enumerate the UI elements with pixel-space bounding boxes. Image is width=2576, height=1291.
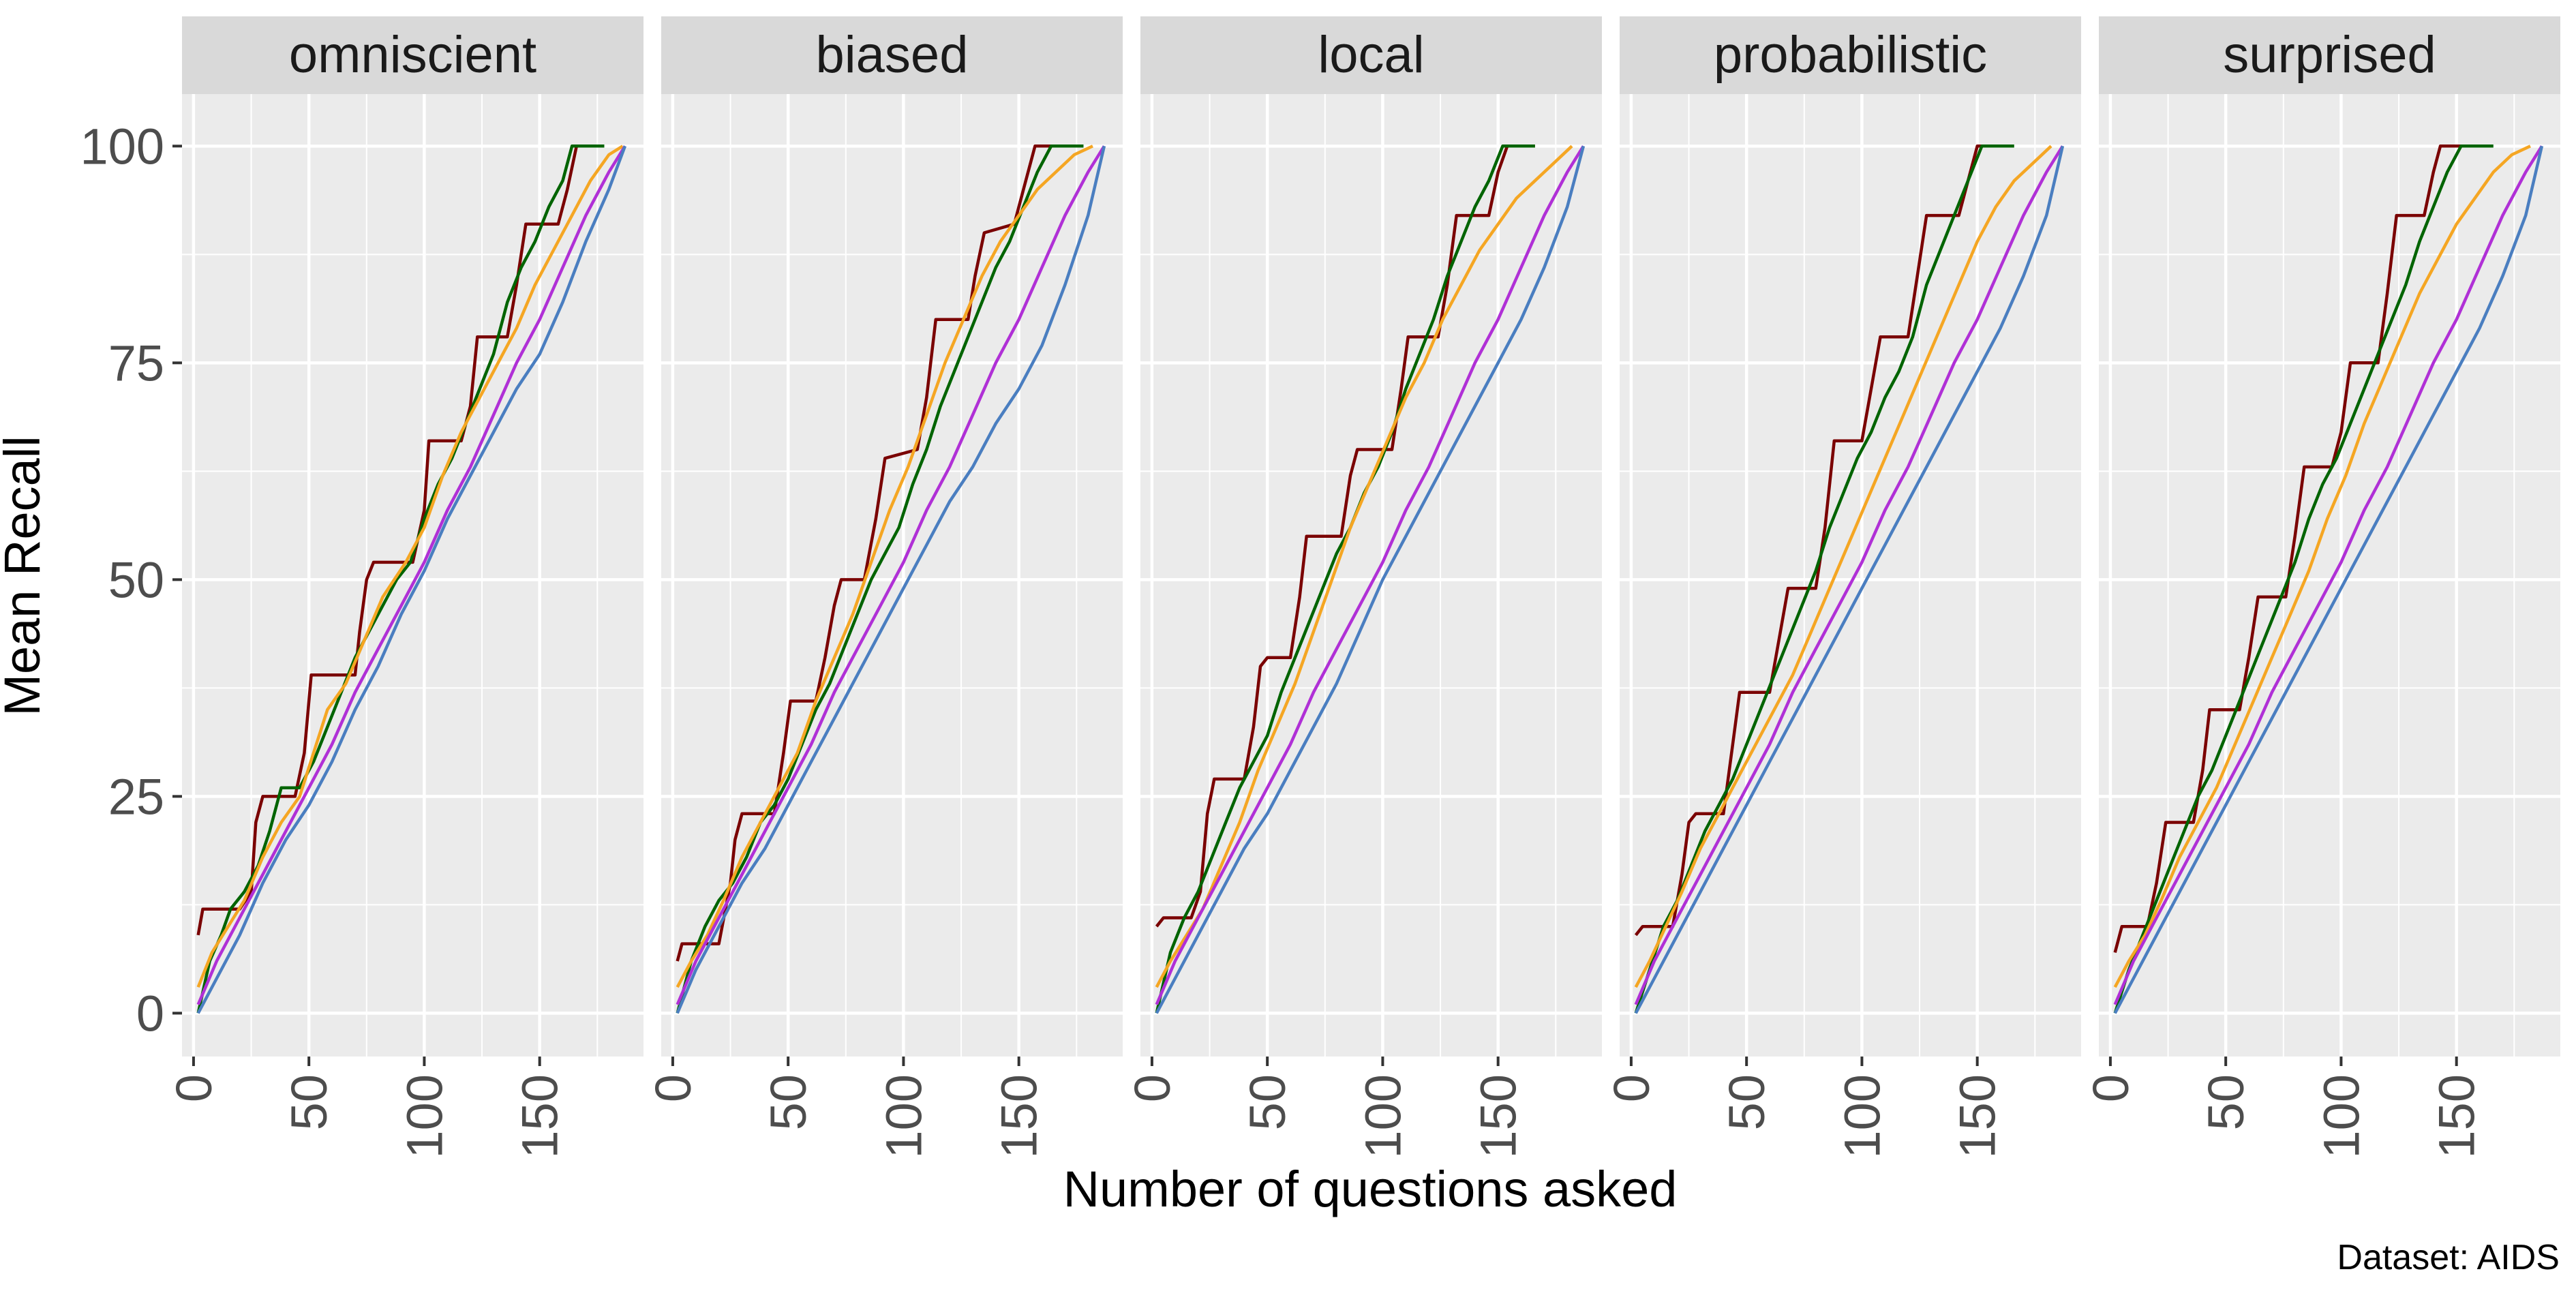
panels-layer: omniscient 0 50 100 150 0 25 50 75 100 biased 0 50 10… <box>80 16 2560 1158</box>
series-line-4 <box>676 145 1106 1005</box>
series-line-3 <box>196 145 624 988</box>
dataset-caption: Dataset: AIDS <box>2337 1238 2560 1277</box>
y-tick-label: 75 <box>108 335 164 391</box>
series-line-3 <box>2113 145 2531 988</box>
x-tick-label: 50 <box>281 1074 337 1130</box>
facet-panel-surprised: surprised 0 50 100 150 <box>2082 16 2560 1158</box>
facet-strip <box>1620 16 2081 94</box>
series-line-2 <box>1634 145 2014 1014</box>
x-tick-label: 100 <box>396 1074 453 1158</box>
series-line-1 <box>2113 145 2480 953</box>
x-tick-label: 100 <box>875 1074 932 1158</box>
x-tick-label: 50 <box>1718 1074 1775 1130</box>
x-tick-label: 0 <box>2082 1074 2139 1102</box>
series-line-5 <box>676 145 1106 1014</box>
x-tick-label: 50 <box>2198 1074 2254 1130</box>
facet-strip-label: probabilistic <box>1714 26 1987 84</box>
facet-strip-label: surprised <box>2223 26 2436 84</box>
series-line-5 <box>196 145 627 1014</box>
y-tick-label: 100 <box>80 118 164 174</box>
facet-strip <box>182 16 643 94</box>
facet-panel-omniscient: omniscient 0 50 100 150 0 25 50 75 100 <box>80 16 643 1158</box>
x-tick-label: 100 <box>1354 1074 1411 1158</box>
facet-strip <box>2099 16 2560 94</box>
series-line-4 <box>196 145 626 1005</box>
x-tick-label: 150 <box>512 1074 569 1158</box>
facet-panel-local: local 0 50 100 150 <box>1124 16 1602 1158</box>
x-tick-label: 0 <box>645 1074 701 1102</box>
facet-strip-label: local <box>1318 26 1424 84</box>
x-tick-label: 0 <box>1124 1074 1181 1102</box>
series-line-3 <box>1155 145 1573 988</box>
y-tick-label: 25 <box>108 768 164 825</box>
y-tick-label: 0 <box>136 985 164 1042</box>
series-line-1 <box>1155 145 1535 928</box>
series-line-1 <box>676 145 1061 962</box>
series-line-2 <box>676 145 1084 1014</box>
x-tick-label: 50 <box>760 1074 817 1130</box>
series-line-3 <box>1634 145 2052 988</box>
facet-panel-probabilistic: probabilistic 0 50 100 150 <box>1603 16 2081 1158</box>
y-axis-title: Mean Recall <box>0 436 50 716</box>
series-line-2 <box>2113 145 2494 1014</box>
y-tick-label: 50 <box>108 551 164 608</box>
facet-strip-label: biased <box>816 26 969 84</box>
series-line-5 <box>1634 145 2065 1014</box>
x-tick-label: 100 <box>1834 1074 1890 1158</box>
facet-strip <box>1140 16 1602 94</box>
x-tick-label: 100 <box>2313 1074 2369 1158</box>
facet-strip <box>661 16 1123 94</box>
facet-strip-label: omniscient <box>289 26 536 84</box>
x-tick-label: 50 <box>1239 1074 1296 1130</box>
series-line-3 <box>676 145 1093 988</box>
series-line-1 <box>1634 145 2001 937</box>
series-line-4 <box>1155 145 1585 1005</box>
series-line-1 <box>196 145 605 936</box>
x-axis-title: Number of questions asked <box>1063 1161 1678 1217</box>
facet-panel-biased: biased 0 50 100 150 <box>645 16 1123 1158</box>
series-line-5 <box>2113 145 2544 1014</box>
series-line-5 <box>1155 145 1586 1014</box>
series-line-4 <box>2113 145 2543 1005</box>
x-tick-label: 0 <box>166 1074 222 1102</box>
series-line-4 <box>1634 145 2064 1005</box>
x-tick-label: 150 <box>991 1074 1048 1158</box>
x-tick-label: 150 <box>1470 1074 1527 1158</box>
x-tick-label: 150 <box>2429 1074 2485 1158</box>
x-tick-label: 0 <box>1603 1074 1660 1102</box>
x-tick-label: 150 <box>1950 1074 2006 1158</box>
series-line-2 <box>1155 145 1535 1014</box>
